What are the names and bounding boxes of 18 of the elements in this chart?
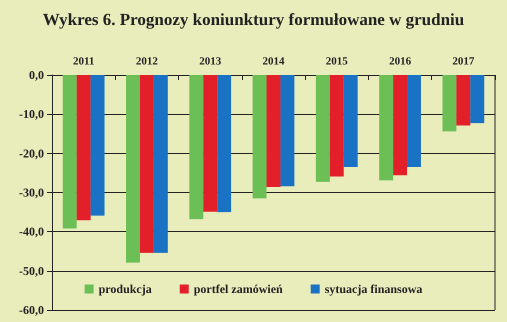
legend-label: portfel zamówień <box>194 282 284 296</box>
x-tick-label: 2012 <box>136 56 158 68</box>
y-tick-label: -50,0 <box>19 264 44 278</box>
y-tick-label: 0,0 <box>29 68 44 82</box>
x-tick-label: 2017 <box>452 56 475 68</box>
chart-title: Wykres 6. Prognozy koniunktury formułowane w grudniu <box>42 10 464 29</box>
y-tick-label: -30,0 <box>19 186 44 200</box>
legend-label: sytuacja finansowa <box>324 282 422 296</box>
x-tick-label: 2016 <box>389 56 412 68</box>
x-tick-label: 2011 <box>72 56 94 68</box>
y-tick-label: -10,0 <box>19 107 44 122</box>
y-tick-label: -20,0 <box>19 146 44 160</box>
y-tick-label: -60,0 <box>19 303 44 317</box>
x-tick-label: 2014 <box>262 56 285 68</box>
x-tick-label: 2013 <box>199 56 222 68</box>
x-tick-label: 2015 <box>326 56 348 68</box>
legend-label: produkcja <box>98 282 152 296</box>
y-tick-label: -40,0 <box>19 224 44 239</box>
